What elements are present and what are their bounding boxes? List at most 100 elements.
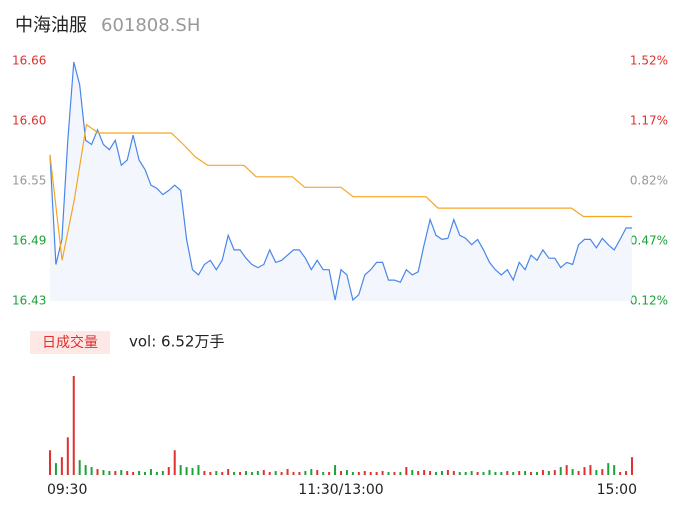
volume-bar — [524, 471, 527, 475]
volume-bar — [292, 472, 295, 475]
volume-bar — [625, 471, 628, 475]
volume-bar — [340, 471, 342, 475]
volume-bar — [369, 472, 372, 475]
volume-bar — [185, 467, 188, 475]
volume-bar — [54, 463, 57, 475]
volume-bar — [399, 472, 402, 475]
volume-bar — [197, 465, 200, 475]
volume-summary: vol: 6.52万手 — [129, 333, 224, 351]
volume-bar — [132, 472, 135, 475]
volume-bar — [262, 470, 265, 475]
chart-title: 中海油服 — [15, 15, 87, 36]
volume-bar — [547, 471, 550, 475]
x-tick-label: 15:00 — [597, 482, 637, 498]
volume-bar — [155, 472, 158, 475]
volume-bar — [144, 472, 147, 475]
price-line — [49, 61, 632, 302]
volume-bar — [583, 467, 586, 475]
volume-bar — [393, 472, 396, 475]
volume-bar — [191, 468, 194, 475]
x-tick-label: 11:30/13:00 — [298, 482, 383, 498]
y2-tick-label: 0.12% — [630, 294, 668, 308]
y2-tick-label: 0.47% — [630, 234, 668, 248]
volume-bar — [387, 472, 390, 475]
volume-bar — [328, 472, 331, 475]
volume-bar — [102, 470, 105, 475]
volume-bar — [173, 450, 176, 475]
volume-bar — [488, 470, 491, 475]
volume-bar — [108, 471, 111, 475]
volume-bar — [375, 472, 378, 475]
volume-bar — [274, 471, 277, 475]
volume-bar — [96, 469, 99, 475]
volume-bar — [446, 470, 449, 475]
volume-bar — [482, 472, 485, 475]
volume-bar — [452, 471, 455, 475]
volume-bar — [286, 469, 289, 475]
volume-bar — [417, 471, 420, 475]
volume-bar — [571, 469, 574, 475]
volume-bar — [345, 470, 348, 475]
volume-bar — [494, 472, 497, 475]
y-tick-label: 16.60 — [12, 114, 46, 128]
volume-bar — [363, 471, 366, 475]
volume-bar — [304, 471, 307, 475]
volume-bar — [334, 465, 337, 475]
volume-bar — [470, 471, 473, 475]
volume-bar — [577, 471, 580, 475]
volume-bar — [435, 472, 438, 475]
volume-bar — [149, 469, 152, 475]
volume-bar — [179, 465, 182, 475]
volume-bar — [559, 467, 562, 475]
volume-bar — [114, 471, 117, 475]
y-tick-label: 16.66 — [12, 54, 46, 68]
volume-bar — [506, 471, 509, 475]
volume-bar — [476, 472, 479, 475]
y-tick-label: 16.43 — [12, 294, 46, 308]
volume-bar — [316, 470, 319, 475]
y2-tick-label: 1.17% — [630, 114, 668, 128]
volume-bar — [458, 472, 461, 475]
volume-bar — [203, 471, 206, 475]
volume-bar — [553, 470, 556, 475]
volume-bar — [464, 472, 467, 475]
volume-bar — [227, 469, 230, 475]
volume-bar — [161, 471, 164, 475]
volume-bar — [601, 469, 604, 475]
volume-bar — [631, 457, 633, 475]
y2-tick-label: 1.52% — [630, 54, 668, 68]
volume-bar — [72, 376, 75, 475]
volume-bar — [619, 472, 622, 475]
volume-bar — [221, 472, 224, 475]
volume-bar — [78, 460, 81, 475]
volume-bar — [512, 472, 515, 475]
volume-bar — [405, 467, 408, 475]
volume-bar — [351, 472, 354, 475]
volume-bar — [250, 472, 253, 475]
volume-label-box — [30, 331, 110, 354]
volume-bar — [167, 467, 170, 475]
volume-bar — [411, 470, 414, 475]
volume-bar — [541, 470, 544, 475]
x-tick-label: 09:30 — [47, 482, 87, 498]
volume-bar — [90, 467, 93, 475]
volume-bar — [589, 465, 592, 475]
volume-bar — [138, 471, 141, 475]
volume-bar — [298, 472, 301, 475]
volume-bar — [429, 471, 432, 475]
volume-bar — [233, 472, 236, 475]
volume-bar — [381, 471, 384, 475]
volume-bar — [239, 472, 242, 475]
y-tick-label: 16.55 — [12, 174, 46, 188]
volume-bar — [126, 471, 129, 475]
volume-bar — [280, 472, 283, 475]
volume-bar — [60, 457, 63, 475]
volume-bar — [530, 472, 533, 475]
volume-bar — [215, 471, 218, 475]
average-line — [49, 123, 632, 261]
volume-bar — [209, 472, 212, 475]
volume-bar — [256, 471, 259, 475]
volume-bar — [613, 465, 616, 475]
volume-bar — [268, 472, 271, 475]
